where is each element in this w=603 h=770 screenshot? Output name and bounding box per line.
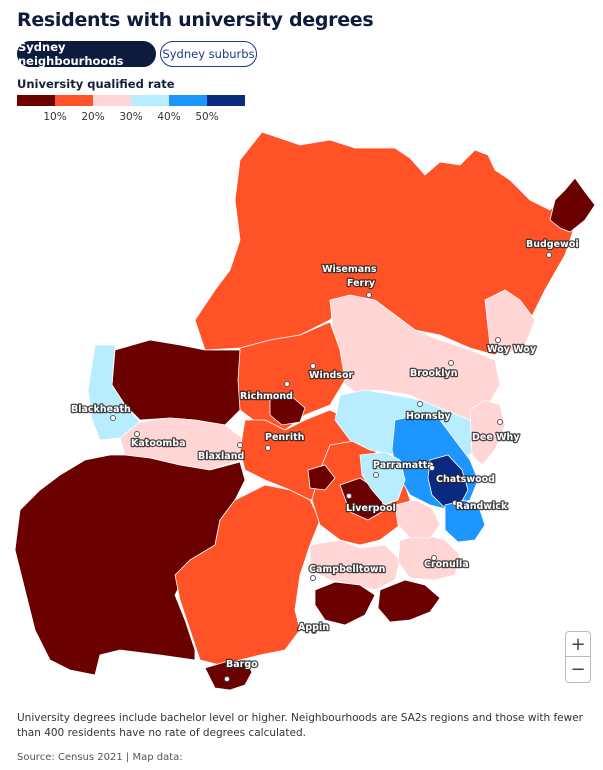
place-label-katoomba: Katoomba (131, 438, 185, 449)
place-label-wisemans: Wisemans (322, 264, 377, 275)
place-markers: Budgewoi Wisemans Ferry Woy Woy Brooklyn… (70, 238, 580, 682)
place-label-windsor: Windsor (309, 370, 353, 381)
place-dot (366, 292, 372, 298)
place-label-hornsby: Hornsby (406, 411, 451, 422)
legend-tick: 30% (119, 111, 143, 123)
region-richmond-dark[interactable] (269, 394, 306, 426)
region-sutherland-pink[interactable] (397, 534, 461, 581)
zoom-out-button[interactable]: − (565, 657, 591, 683)
region-mt-druitt-dark[interactable] (307, 464, 336, 491)
place-dot (431, 555, 437, 561)
sydney-map[interactable]: Budgewoi Wisemans Ferry Woy Woy Brooklyn… (0, 120, 603, 700)
place-label-richmond: Richmond (240, 391, 293, 402)
legend-title: University qualified rate (17, 77, 175, 91)
place-dot (265, 445, 271, 451)
legend-swatch-4 (131, 95, 169, 106)
place-label-cronulla: Cronulla (424, 559, 469, 570)
place-dot (546, 252, 552, 258)
chart-title: Residents with university degrees (17, 9, 374, 31)
region-northern-beaches-pink[interactable] (469, 399, 506, 466)
place-label-liverpool: Liverpool (346, 503, 396, 514)
legend-tick: 10% (43, 111, 67, 123)
place-dot (224, 676, 230, 682)
region-budgewoi-dark[interactable] (549, 177, 596, 233)
legend-swatch-1 (17, 95, 55, 106)
legend-color-scale (17, 95, 245, 106)
place-label-blaxland: Blaxland (198, 451, 244, 462)
place-label-brooklyn: Brooklyn (410, 368, 458, 379)
place-label-woy-woy: Woy Woy (487, 344, 537, 355)
place-dot (497, 419, 503, 425)
place-dot (448, 360, 454, 366)
place-dot (311, 628, 317, 634)
place-dot (373, 472, 379, 478)
place-label-randwick: Randwick (456, 501, 508, 512)
zoom-in-button[interactable]: + (565, 631, 591, 657)
place-dot (284, 381, 290, 387)
footnote: University degrees include bachelor leve… (17, 712, 583, 739)
place-label-parramatta: Parramatta (373, 460, 434, 471)
place-dot (452, 500, 458, 506)
place-label-chatswood: Chatswood (436, 474, 495, 485)
region-camden-orange[interactable] (174, 484, 321, 666)
place-dot (417, 401, 423, 407)
legend-swatch-5 (169, 95, 207, 106)
legend-tick: 50% (195, 111, 219, 123)
place-dot (237, 442, 243, 448)
legend-swatch-3 (93, 95, 131, 106)
toggle-sydney-suburbs[interactable]: Sydney suburbs (160, 41, 257, 67)
place-label-dee-why: Dee Why (472, 432, 520, 443)
place-label-ferry: Ferry (347, 278, 376, 289)
place-label-blackheath: Blackheath (71, 404, 131, 415)
region-parramatta-lightblue[interactable] (359, 451, 406, 506)
legend-tick: 20% (81, 111, 105, 123)
place-label-penrith: Penrith (265, 432, 305, 443)
toggle-sydney-neighbourhoods[interactable]: Sydney neighbourhoods (17, 40, 156, 68)
place-label-appin: Appin (298, 622, 329, 633)
place-label-campbelltown: Campbelltown (309, 564, 386, 575)
place-dot (110, 415, 116, 421)
place-dot (346, 493, 352, 499)
place-label-budgewoi: Budgewoi (526, 239, 579, 250)
place-dot (310, 363, 316, 369)
legend-swatch-2 (55, 95, 93, 106)
region-holsworthy-dark[interactable] (314, 581, 376, 626)
place-label-bargo: Bargo (226, 659, 258, 670)
region-hawkesbury-pink[interactable] (329, 294, 501, 421)
region-inner-west-pink[interactable] (394, 499, 441, 539)
region-bargo-dark[interactable] (204, 659, 253, 691)
map-canvas[interactable]: Budgewoi Wisemans Ferry Woy Woy Brooklyn… (0, 120, 603, 700)
place-dot (310, 575, 316, 581)
region-eastern-blue[interactable] (444, 499, 486, 543)
legend-tick: 40% (157, 111, 181, 123)
place-dot (429, 465, 435, 471)
region-royal-np-dark[interactable] (377, 579, 441, 623)
source-credit: Source: Census 2021 | Map data: (17, 752, 183, 763)
legend-swatch-6 (207, 95, 245, 106)
place-dot (134, 431, 140, 437)
region-campbelltown-pink[interactable] (309, 539, 401, 591)
place-dot (495, 337, 501, 343)
